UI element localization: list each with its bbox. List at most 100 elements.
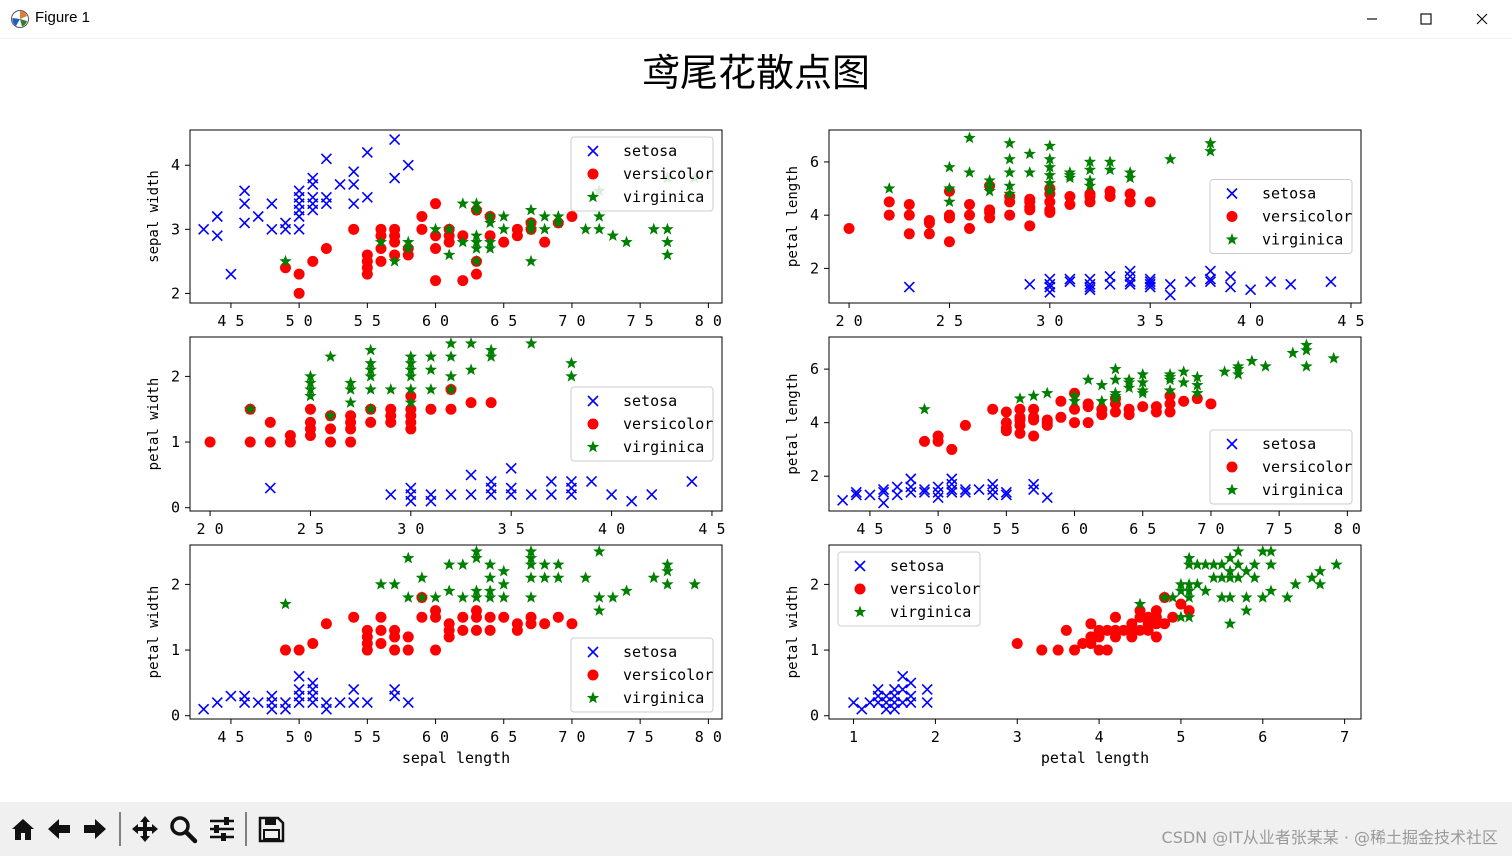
maximize-button[interactable] [1398, 0, 1454, 38]
versicolor-point [1069, 644, 1081, 656]
configure-subplots-button[interactable] [205, 812, 239, 846]
virginica-point [456, 558, 469, 570]
x-tick-label: 2 0 [197, 520, 224, 538]
virginica-point [1232, 558, 1245, 570]
virginica-point [344, 376, 357, 389]
setosa-point [1204, 276, 1216, 288]
home-button[interactable] [6, 812, 40, 846]
setosa-point [856, 703, 868, 715]
back-button[interactable] [42, 812, 76, 846]
virginica-point [1289, 577, 1302, 590]
minimize-button[interactable] [1344, 0, 1400, 38]
setosa-point [1245, 284, 1257, 296]
virginica-point [1177, 376, 1190, 388]
virginica-point [1248, 558, 1261, 570]
versicolor-point [375, 255, 387, 267]
setosa-point [1204, 273, 1216, 285]
x-tick-label: 5 0 [286, 312, 313, 330]
legend-marker-versicolor [854, 583, 866, 595]
legend-label: versicolor [623, 415, 713, 433]
virginica-point [444, 369, 458, 382]
setosa-point [891, 481, 903, 493]
y-tick-label: 1 [171, 641, 180, 659]
virginica-point [483, 591, 497, 603]
virginica-point [1191, 558, 1204, 570]
legend: setosa versicolor virginica [1209, 429, 1353, 505]
figure-canvas[interactable]: 鸢尾花散点图 4 5 5 0 5 5 6 0 6 5 7 0 7 5 8 0 2 3 4 sepal … [0, 40, 1512, 800]
setosa-point [877, 484, 890, 496]
setosa-point [525, 489, 537, 501]
virginica-point [1003, 179, 1016, 192]
setosa-point [897, 697, 909, 709]
setosa-point [361, 146, 373, 158]
x-tick-label: 4 0 [1237, 312, 1264, 330]
virginica-point [943, 182, 956, 194]
setosa-point [505, 462, 517, 474]
virginica-point [444, 350, 458, 362]
zoom-button[interactable] [166, 812, 200, 846]
legend-marker-versicolor [1226, 461, 1238, 473]
setosa-point [585, 475, 598, 488]
y-axis-label: petal width [785, 586, 801, 679]
setosa-point [1084, 278, 1096, 290]
setosa-point [877, 486, 890, 498]
virginica-point [1191, 386, 1204, 399]
virginica-point [364, 402, 377, 415]
versicolor-point [375, 624, 387, 636]
virginica-point [344, 396, 357, 408]
x-tick-label: 4 5 [856, 520, 883, 538]
y-tick-label: 2 [810, 575, 819, 593]
versicolor-point [883, 196, 895, 208]
legend-label: setosa [890, 557, 944, 575]
setosa-point [465, 489, 477, 501]
forward-button[interactable] [78, 812, 112, 846]
versicolor-point [1109, 406, 1121, 418]
versicolor-point [959, 419, 971, 431]
virginica-point [304, 376, 317, 389]
y-tick-label: 6 [810, 360, 819, 378]
setosa-point [897, 683, 909, 696]
virginica-point [524, 203, 538, 216]
legend: setosa versicolor virginica [570, 386, 714, 462]
y-tick-label: 4 [810, 206, 819, 224]
y-axis-label: sepal width [146, 170, 162, 263]
virginica-point [1327, 351, 1340, 364]
virginica-point [593, 604, 606, 616]
versicolor-point [443, 618, 455, 630]
versicolor-point [361, 249, 373, 261]
close-button[interactable] [1454, 0, 1510, 38]
setosa-point [225, 690, 237, 702]
versicolor-point [457, 275, 469, 287]
virginica-point [1313, 564, 1327, 577]
virginica-point [497, 222, 510, 235]
versicolor-point [304, 416, 316, 428]
virginica-point [1103, 155, 1117, 168]
setosa-point [238, 185, 251, 197]
setosa-point [905, 486, 917, 498]
legend-frame [570, 136, 714, 212]
virginica-point [1163, 384, 1177, 396]
setosa-point [266, 223, 278, 235]
setosa-point [238, 690, 251, 702]
virginica-point [524, 254, 538, 267]
versicolor-point [470, 605, 482, 617]
versicolor-point [1069, 403, 1081, 415]
virginica-point [424, 363, 438, 376]
y-tick-label: 2 [171, 284, 180, 302]
setosa-point [1028, 478, 1040, 490]
legend-marker-setosa [1226, 187, 1238, 200]
versicolor-point [1028, 403, 1040, 415]
zoom-icon [170, 816, 198, 844]
virginica-point [1313, 577, 1327, 590]
save-button[interactable] [254, 812, 288, 846]
virginica-point [647, 571, 660, 584]
pan-button[interactable] [128, 812, 162, 846]
x-tick-label: 2 0 [836, 312, 863, 330]
virginica-point [661, 564, 674, 577]
virginica-point [1204, 144, 1217, 157]
virginica-point [1264, 584, 1278, 597]
legend-marker-setosa [587, 646, 599, 658]
setosa-point [877, 497, 890, 509]
virginica-point [620, 584, 633, 597]
virginica-point [404, 356, 418, 369]
